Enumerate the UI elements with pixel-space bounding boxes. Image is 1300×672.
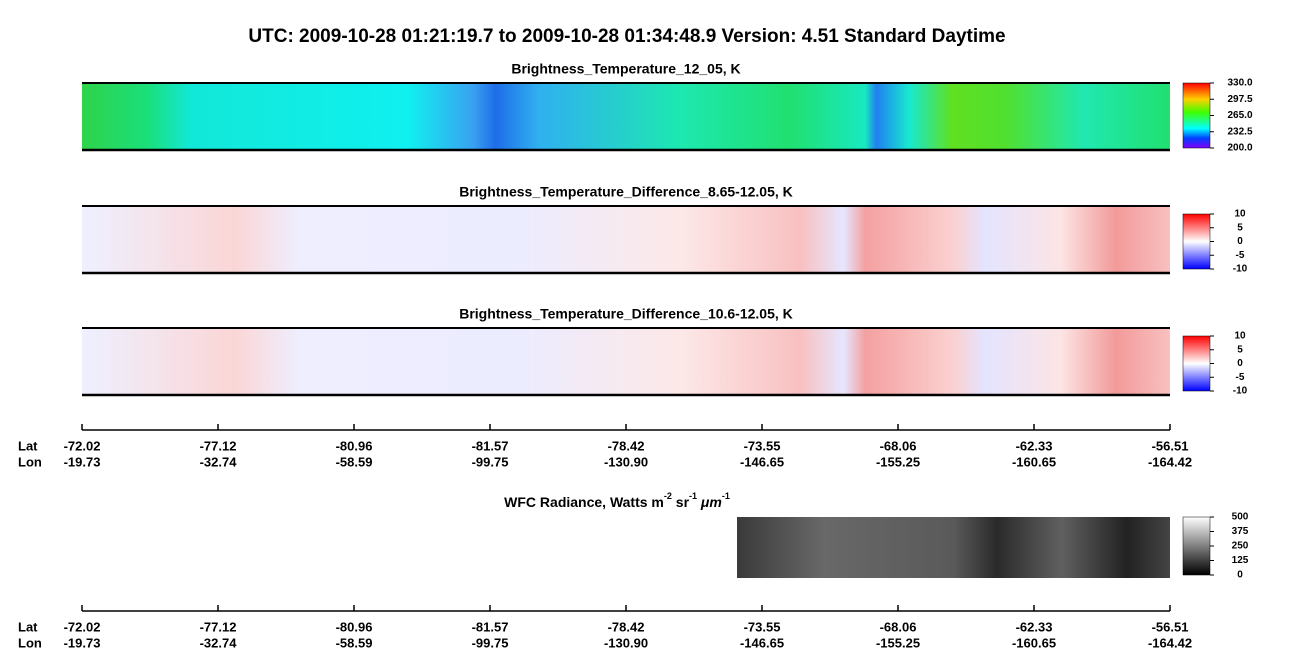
colorbar-tick-label: 297.5: [1227, 94, 1252, 105]
lon-tick-label: -99.75: [472, 635, 509, 650]
colorbar: [1182, 213, 1211, 270]
lon-tick-label: -32.74: [200, 454, 238, 469]
colorbar-tick-label: 200.0: [1227, 143, 1252, 154]
colorbar-tick-label: -10: [1233, 264, 1248, 275]
lon-tick-label: -155.25: [876, 635, 920, 650]
lat-tick-label: -78.42: [608, 438, 645, 453]
lat-tick-label: -62.33: [1016, 619, 1053, 634]
lat-label: Lat: [18, 438, 38, 453]
colorbar-tick-label: 5: [1237, 222, 1243, 233]
lat-tick-label: -68.06: [880, 619, 917, 634]
colorbar-tick-label: 500: [1232, 512, 1249, 523]
lon-tick-label: -58.59: [336, 454, 373, 469]
colorbar-tick-label: 0: [1237, 358, 1243, 369]
title-part: WFC Radiance, Watts m: [504, 494, 664, 510]
colorbar-tick-label: 5: [1237, 344, 1243, 355]
panel-image: [82, 206, 1170, 273]
lon-tick-label: -19.73: [64, 635, 101, 650]
panel-image: [82, 83, 1170, 150]
lon-tick-label: -164.42: [1148, 635, 1192, 650]
lon-tick-label: -58.59: [336, 635, 373, 650]
lat-tick-label: -77.12: [200, 438, 237, 453]
panel-image: [737, 517, 1170, 578]
lon-tick-label: -160.65: [1012, 635, 1056, 650]
colorbar-tick-label: 125: [1232, 555, 1249, 566]
lat-tick-label: -81.57: [472, 619, 509, 634]
panel-title: Brightness_Temperature_12_05, K: [511, 61, 740, 77]
lat-tick-label: -73.55: [744, 619, 781, 634]
title-part: μm: [697, 494, 722, 510]
lon-tick-label: -19.73: [64, 454, 101, 469]
lat-label: Lat: [18, 619, 38, 634]
colorbar-tick-label: -5: [1236, 372, 1245, 383]
panel-title: Brightness_Temperature_Difference_8.65-1…: [459, 184, 793, 200]
lon-tick-label: -146.65: [740, 454, 784, 469]
colorbar-tick-label: 250: [1232, 541, 1249, 552]
colorbar: [1182, 516, 1211, 576]
title-part: -1: [722, 491, 730, 501]
lat-tick-label: -68.06: [880, 438, 917, 453]
lat-tick-label: -62.33: [1016, 438, 1053, 453]
colorbar-tick-label: 10: [1234, 331, 1246, 342]
lat-tick-label: -56.51: [1152, 619, 1189, 634]
colorbar-tick-label: 265.0: [1227, 110, 1252, 121]
lat-tick-label: -56.51: [1152, 438, 1189, 453]
lon-tick-label: -160.65: [1012, 454, 1056, 469]
lat-tick-label: -72.02: [64, 438, 101, 453]
title-part: sr: [672, 494, 690, 510]
colorbar: [1182, 335, 1211, 392]
title-part: -2: [664, 491, 672, 501]
lat-tick-label: -77.12: [200, 619, 237, 634]
title-part: -1: [689, 491, 697, 501]
colorbar-tick-label: 0: [1237, 570, 1243, 581]
lat-tick-label: -78.42: [608, 619, 645, 634]
lat-tick-label: -80.96: [336, 438, 373, 453]
colorbar-tick-label: 232.5: [1227, 126, 1252, 137]
lon-tick-label: -130.90: [604, 635, 648, 650]
colorbar-tick-label: 10: [1234, 209, 1246, 220]
panel-title: Brightness_Temperature_Difference_10.6-1…: [459, 306, 793, 322]
lat-tick-label: -73.55: [744, 438, 781, 453]
panel-image: [82, 328, 1170, 395]
lon-tick-label: -164.42: [1148, 454, 1192, 469]
lon-tick-label: -155.25: [876, 454, 920, 469]
lon-tick-label: -130.90: [604, 454, 648, 469]
colorbar-tick-label: -10: [1233, 386, 1248, 397]
figure-title: UTC: 2009-10-28 01:21:19.7 to 2009-10-28…: [248, 26, 1005, 47]
lat-tick-label: -72.02: [64, 619, 101, 634]
lon-tick-label: -32.74: [200, 635, 238, 650]
colorbar-tick-label: 375: [1232, 526, 1249, 537]
lon-tick-label: -146.65: [740, 635, 784, 650]
lon-label: Lon: [18, 454, 42, 469]
panel-title: WFC Radiance, Watts m-2 sr-1 μm-1: [504, 491, 730, 509]
colorbar: [1182, 82, 1211, 149]
lat-tick-label: -81.57: [472, 438, 509, 453]
colorbar-tick-label: 330.0: [1227, 78, 1252, 89]
lon-label: Lon: [18, 635, 42, 650]
colorbar-tick-label: -5: [1236, 250, 1245, 261]
lat-tick-label: -80.96: [336, 619, 373, 634]
lon-tick-label: -99.75: [472, 454, 509, 469]
colorbar-tick-label: 0: [1237, 236, 1243, 247]
